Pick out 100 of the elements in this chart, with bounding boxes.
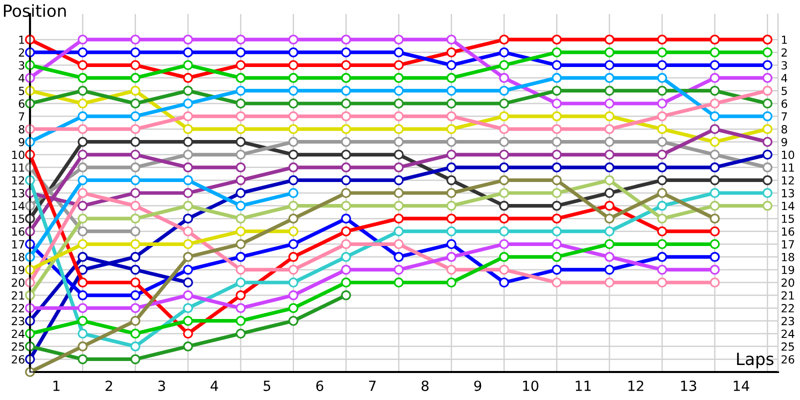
y2-tick-label: 22	[782, 304, 794, 312]
point	[552, 175, 562, 186]
point	[762, 188, 772, 198]
x-tick-label: 6	[316, 380, 324, 392]
point	[552, 98, 562, 108]
point	[130, 341, 140, 352]
point	[604, 239, 614, 250]
point	[394, 226, 404, 236]
point	[604, 34, 614, 45]
point	[130, 72, 140, 83]
point	[604, 200, 614, 211]
point	[341, 278, 352, 288]
point	[499, 226, 510, 236]
point	[288, 111, 298, 122]
point	[341, 150, 352, 160]
y2-tick-label: 10	[782, 150, 794, 160]
point	[183, 239, 194, 250]
point	[341, 175, 352, 186]
point	[130, 226, 140, 236]
point	[657, 86, 668, 96]
point	[446, 226, 456, 236]
point	[288, 136, 298, 147]
x-tick-label: 7	[369, 380, 376, 391]
point	[288, 47, 298, 58]
point	[394, 278, 404, 288]
y-tick-label: 25	[12, 342, 24, 351]
point	[499, 214, 510, 224]
point	[236, 175, 246, 186]
point	[130, 290, 140, 300]
point	[183, 252, 194, 262]
y-axis-title: Position	[4, 4, 66, 18]
point	[78, 303, 88, 314]
point	[657, 136, 668, 147]
point	[657, 60, 668, 70]
point	[394, 239, 404, 250]
x-tick-label: 2	[106, 380, 112, 391]
point	[604, 124, 614, 134]
point	[657, 98, 668, 108]
point	[710, 175, 720, 186]
point	[78, 47, 88, 58]
point	[499, 264, 510, 275]
point	[710, 47, 720, 58]
y-tick-label: 18	[12, 252, 24, 262]
point	[499, 98, 510, 108]
point	[446, 60, 456, 70]
point	[183, 226, 194, 236]
point	[552, 34, 562, 45]
point	[183, 214, 194, 224]
point	[499, 252, 510, 262]
point	[394, 124, 404, 134]
point	[288, 264, 298, 275]
point	[446, 86, 456, 96]
point	[499, 188, 510, 198]
point	[236, 34, 246, 45]
point	[446, 136, 456, 147]
point	[130, 136, 140, 147]
y-tick-label: 15	[12, 214, 24, 223]
point	[710, 136, 720, 147]
point	[236, 214, 246, 224]
point	[78, 34, 88, 45]
point	[183, 175, 194, 186]
y2-tick-label: 26	[782, 355, 794, 364]
point	[604, 278, 614, 288]
point	[288, 200, 298, 211]
point	[236, 328, 246, 339]
point	[236, 278, 246, 288]
y-tick-label: 17	[12, 240, 24, 248]
point	[552, 252, 562, 262]
point	[499, 124, 510, 134]
point	[183, 316, 194, 326]
y2-tick-label: 12	[782, 176, 794, 184]
point	[130, 188, 140, 198]
y2-tick-label: 1	[782, 36, 787, 44]
point	[657, 278, 668, 288]
point	[236, 86, 246, 96]
point	[604, 150, 614, 160]
point	[604, 188, 614, 198]
point	[499, 175, 510, 186]
point	[130, 252, 140, 262]
point	[394, 150, 404, 160]
y2-tick-label: 8	[782, 125, 788, 134]
point	[710, 278, 720, 288]
y2-tick-label: 9	[781, 138, 788, 146]
y-tick-label: 14	[12, 202, 25, 210]
point	[552, 214, 562, 224]
point	[394, 98, 404, 108]
point	[604, 226, 614, 236]
point	[446, 214, 456, 224]
point	[762, 86, 772, 96]
point	[552, 239, 562, 250]
point	[130, 214, 140, 224]
point	[762, 124, 772, 134]
point	[78, 162, 88, 172]
point	[394, 252, 404, 262]
point	[499, 34, 510, 45]
point	[710, 124, 720, 134]
point	[183, 111, 194, 122]
point	[288, 72, 298, 83]
y-tick-label: 23	[12, 316, 24, 326]
y2-tick-label: 19	[782, 266, 794, 274]
